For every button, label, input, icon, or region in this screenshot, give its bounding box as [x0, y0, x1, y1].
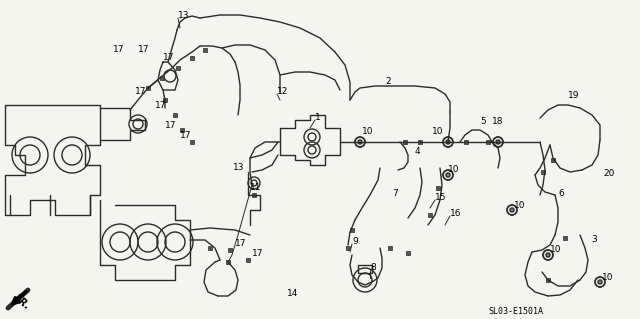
Text: 11: 11	[250, 183, 262, 192]
Text: 10: 10	[602, 272, 614, 281]
Text: FR.: FR.	[12, 293, 32, 311]
Circle shape	[446, 173, 450, 177]
Circle shape	[358, 140, 362, 144]
Bar	[208, 246, 212, 250]
Circle shape	[595, 277, 605, 287]
Circle shape	[546, 253, 550, 257]
Bar	[190, 140, 194, 144]
Circle shape	[493, 137, 503, 147]
Bar	[190, 56, 194, 60]
Text: 17: 17	[165, 122, 177, 130]
Circle shape	[443, 170, 453, 180]
Text: 1: 1	[315, 114, 321, 122]
Bar	[160, 76, 164, 80]
Bar	[403, 140, 407, 144]
Bar	[226, 260, 230, 264]
Text: 14: 14	[287, 290, 298, 299]
Text: 13: 13	[178, 11, 189, 20]
Circle shape	[543, 250, 553, 260]
Bar	[350, 228, 354, 232]
Bar	[176, 66, 180, 70]
Text: 17: 17	[155, 100, 166, 109]
Bar	[486, 140, 490, 144]
Bar	[436, 186, 440, 190]
Text: 2: 2	[385, 78, 390, 86]
Bar	[406, 251, 410, 255]
Bar	[563, 236, 567, 240]
Bar	[173, 113, 177, 117]
Bar	[418, 140, 422, 144]
Bar	[358, 265, 372, 273]
Bar	[428, 213, 432, 217]
Text: 17: 17	[135, 87, 147, 97]
Text: 5: 5	[480, 117, 486, 127]
Text: 17: 17	[113, 46, 125, 55]
Bar	[203, 48, 207, 52]
Circle shape	[507, 205, 517, 215]
Text: 4: 4	[415, 147, 420, 157]
Bar	[246, 258, 250, 262]
Text: 7: 7	[392, 189, 397, 197]
Text: 17: 17	[235, 240, 246, 249]
Text: 17: 17	[163, 54, 175, 63]
Circle shape	[510, 208, 514, 212]
Text: 17: 17	[180, 131, 191, 140]
Bar	[180, 128, 184, 132]
Text: 16: 16	[450, 210, 461, 219]
Bar	[388, 246, 392, 250]
Text: 10: 10	[448, 166, 460, 174]
Text: 19: 19	[568, 91, 579, 100]
Circle shape	[496, 140, 500, 144]
Bar	[464, 140, 468, 144]
Text: 9: 9	[352, 238, 358, 247]
Text: 10: 10	[550, 246, 561, 255]
Text: SL03-E1501A: SL03-E1501A	[488, 308, 543, 316]
Bar	[252, 193, 256, 197]
Bar	[546, 278, 550, 282]
Circle shape	[446, 140, 450, 144]
Bar	[163, 98, 167, 102]
Circle shape	[598, 280, 602, 284]
Text: 18: 18	[492, 117, 504, 127]
Text: 10: 10	[514, 202, 525, 211]
Bar	[146, 86, 150, 90]
Text: 15: 15	[435, 194, 447, 203]
Circle shape	[355, 137, 365, 147]
Text: 17: 17	[252, 249, 264, 258]
Text: 8: 8	[370, 263, 376, 272]
Circle shape	[443, 137, 453, 147]
Bar	[551, 158, 555, 162]
Bar	[541, 170, 545, 174]
Text: 20: 20	[603, 168, 614, 177]
Text: 12: 12	[277, 87, 289, 97]
Text: 10: 10	[432, 128, 444, 137]
Text: 6: 6	[558, 189, 564, 197]
Text: 13: 13	[233, 164, 244, 173]
Bar	[346, 246, 350, 250]
Text: 17: 17	[138, 46, 150, 55]
Text: 3: 3	[591, 235, 596, 244]
Text: 10: 10	[362, 128, 374, 137]
Bar	[228, 248, 232, 252]
